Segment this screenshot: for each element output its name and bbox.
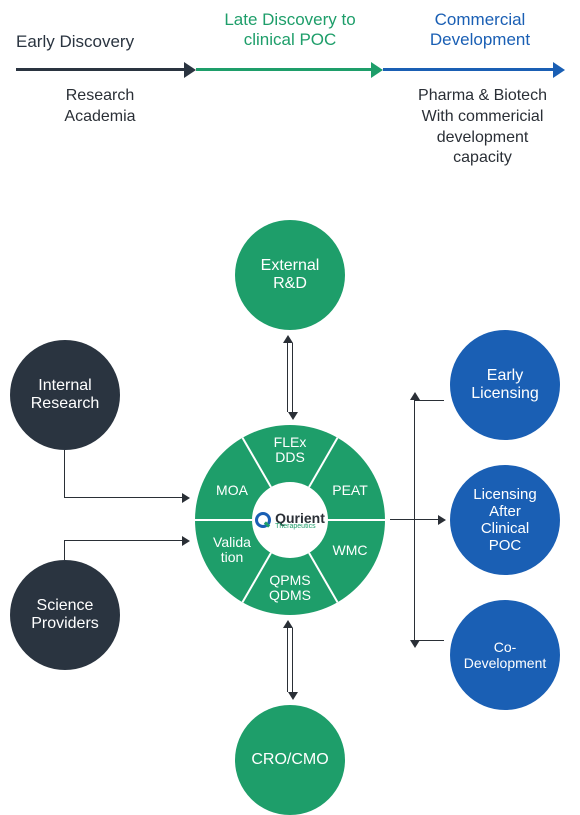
dbl-arrow-top	[285, 335, 295, 420]
hub-inner: Qurient Therapeutics	[252, 482, 328, 558]
conn-right-v-up	[414, 400, 415, 519]
node-external-rd: External R&D	[235, 220, 345, 330]
hub-seg-bottom-left: Valida tion	[207, 535, 257, 566]
conn-right-down-head	[410, 640, 420, 648]
hub-seg-top-right: PEAT	[325, 483, 375, 498]
node-internal-research: Internal Research	[10, 340, 120, 450]
stage-commercial-sub: Pharma & Biotech With commericial develo…	[400, 86, 565, 169]
conn-internal-h	[64, 497, 182, 498]
node-licensing-after: Licensing After Clinical POC	[450, 465, 560, 575]
conn-science-h	[64, 540, 182, 541]
conn-right-h-down	[414, 640, 444, 641]
conn-internal-head	[182, 493, 190, 503]
conn-science-v	[64, 540, 65, 560]
hub-seg-bottom: QPMS QDMS	[265, 573, 315, 604]
conn-right-h-up	[414, 400, 444, 401]
hub-seg-top: FLEx DDS	[265, 435, 315, 466]
dbl-arrow-bottom	[285, 620, 295, 700]
stage-late-title: Late Discovery to clinical POC	[195, 10, 385, 51]
hub-seg-top-left: MOA	[207, 483, 257, 498]
timeline-arrow	[16, 62, 564, 78]
qurient-logo-icon	[255, 512, 271, 528]
node-science-providers: Science Providers	[10, 560, 120, 670]
conn-science-head	[182, 536, 190, 546]
conn-right-up-head	[410, 392, 420, 400]
hub-outer: FLEx DDS PEAT WMC QPMS QDMS Valida tion …	[195, 425, 385, 615]
node-co-dev: Co- Development	[450, 600, 560, 710]
conn-internal-v	[64, 450, 65, 498]
node-early-licensing: Early Licensing	[450, 330, 560, 440]
conn-right-head	[438, 515, 446, 525]
stage-early-sub: Research Academia	[40, 86, 160, 128]
stage-commercial-title: Commercial Development	[395, 10, 565, 51]
stage-early-title: Early Discovery	[16, 32, 186, 52]
hub-seg-bottom-right: WMC	[325, 543, 375, 558]
qurient-logo: Qurient Therapeutics	[255, 510, 325, 530]
node-cro-cmo: CRO/CMO	[235, 705, 345, 815]
conn-right-v-down	[414, 520, 415, 640]
